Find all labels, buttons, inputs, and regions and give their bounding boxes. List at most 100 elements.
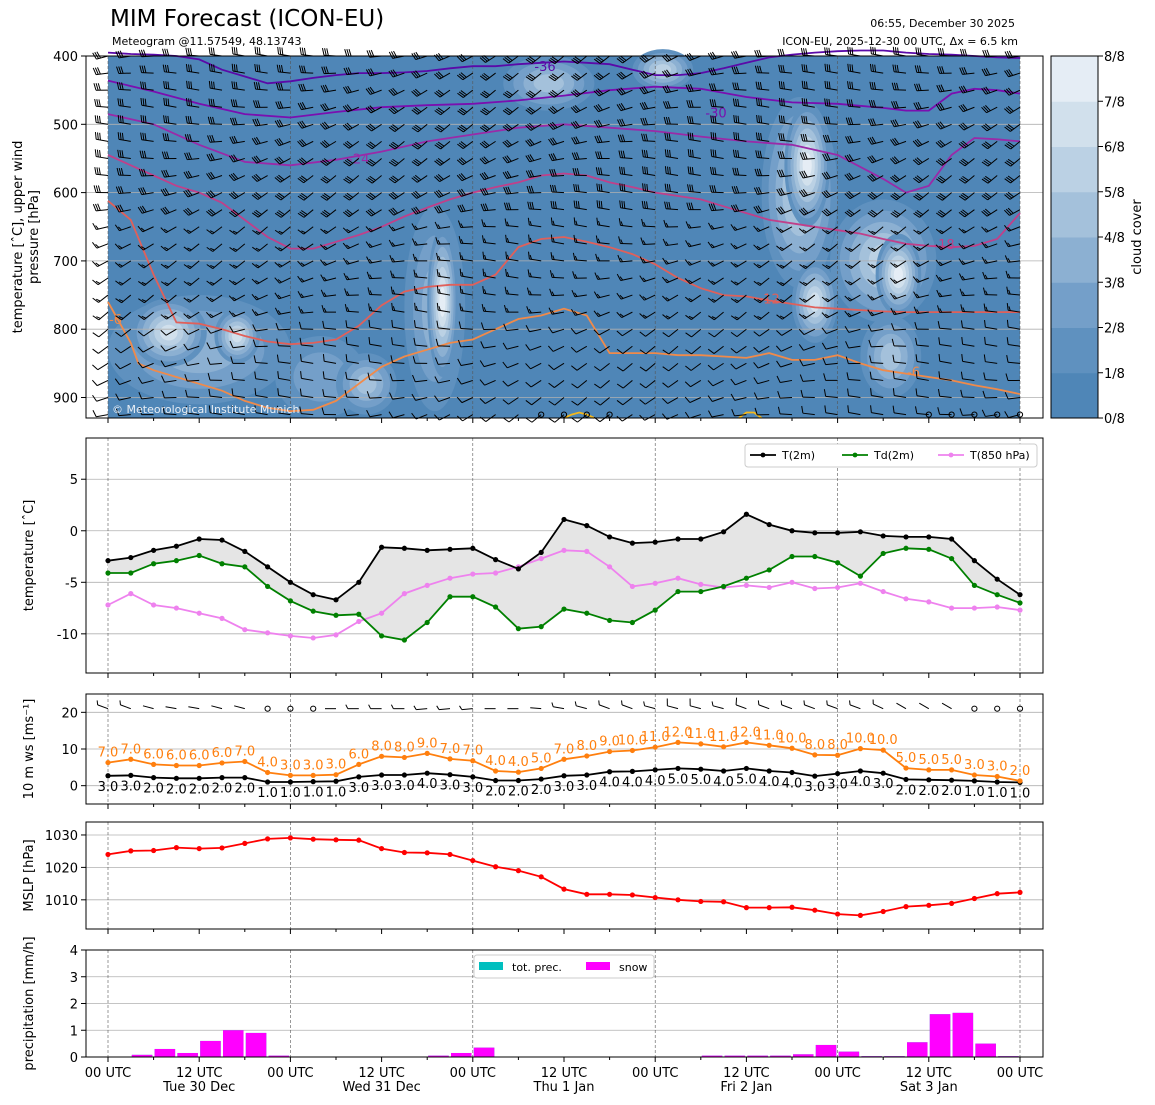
wind-barb-feather [735, 697, 738, 705]
wind-barb [484, 379, 496, 386]
data-label: 10.0 [846, 732, 875, 747]
wind-barb-feather [457, 358, 462, 366]
wind-barb-feather [711, 298, 717, 302]
wind-barb-feather [414, 256, 418, 262]
data-point [265, 836, 271, 842]
wind-barb-feather [504, 218, 507, 226]
wind-barb-feather [504, 156, 510, 163]
wind-barb [599, 704, 610, 710]
wind-barb-feather [686, 202, 690, 210]
wind-barb-feather [160, 281, 168, 287]
wind-barb-feather [783, 81, 785, 90]
data-label: 3.0 [987, 760, 1008, 775]
wind-barb-feather [735, 204, 740, 212]
data-point [698, 766, 704, 772]
wind-barb-feather [92, 67, 97, 75]
wind-barb-feather [209, 190, 216, 197]
wind-barb [187, 396, 200, 399]
wind-barb-feather [593, 291, 599, 299]
wind-barb-feather [434, 110, 441, 116]
wind-barb [668, 362, 679, 372]
wind-barb-feather [846, 173, 852, 180]
calm-wind-marker [971, 705, 978, 712]
wind-barb-feather [803, 115, 806, 124]
wind-barb-feather [366, 178, 373, 184]
wind-barb-feather [230, 99, 234, 107]
meteogram-location: Meteogram @11.57549, 48.13743 [112, 35, 302, 48]
data-label: 4.0 [713, 775, 734, 790]
wind-barb [916, 377, 929, 381]
wind-barb-feather [367, 372, 371, 380]
wind-barb-feather [94, 132, 97, 140]
wind-barb-feather [258, 47, 261, 55]
wind-barb-feather [780, 282, 785, 285]
wind-barb-feather [733, 186, 738, 194]
data-point [835, 584, 841, 591]
wind-barb-feather [666, 201, 669, 210]
wind-barb-feather [893, 279, 898, 283]
wind-barb-feather [461, 288, 464, 294]
wind-barb-feather [413, 125, 420, 131]
wind-barb-feather [366, 391, 371, 399]
wind-barb-feather [297, 195, 305, 201]
wind-barb-feather [118, 299, 124, 302]
wind-barb [735, 704, 747, 710]
wind-barb-feather [211, 64, 213, 72]
wind-barb-feather [114, 363, 121, 370]
data-point [743, 739, 750, 746]
wind-barb-feather [661, 276, 668, 284]
wind-barb-feather [804, 152, 808, 160]
wind-barb-feather [1004, 161, 1012, 167]
data-label: 10.0 [869, 733, 898, 748]
wind-barb-feather [593, 329, 600, 336]
wind-barb-feather [206, 280, 213, 286]
wind-barb-feather [984, 208, 992, 215]
data-point [219, 537, 225, 543]
wind-barb-feather [411, 53, 417, 60]
wind-barb-feather [190, 98, 193, 107]
wind-barb-feather [915, 388, 918, 396]
wind-barb [369, 379, 382, 381]
wind-barb-feather [437, 71, 444, 78]
wind-barb [120, 328, 132, 337]
wind-barb-feather [639, 331, 646, 337]
wind-barb-feather [733, 204, 738, 212]
wind-barb-feather [483, 156, 490, 163]
data-point [173, 543, 179, 549]
wind-barb-feather [618, 103, 624, 111]
wind-barb-feather [92, 297, 99, 303]
data-point [287, 598, 293, 604]
wind-barb [803, 345, 815, 351]
wind-barb-feather [365, 69, 371, 77]
wind-barb-feather [868, 339, 872, 348]
data-label: 3.0 [280, 758, 301, 773]
wind-barb-feather [595, 73, 602, 80]
wind-barb-feather [548, 59, 556, 65]
wind-barb-feather [388, 224, 394, 232]
wind-barb-feather [867, 246, 875, 252]
wind-barb-feather [278, 82, 282, 91]
data-point [652, 539, 658, 545]
wind-barb-feather [166, 151, 170, 159]
wind-barb-feather [821, 172, 827, 180]
wind-barb-feather [757, 700, 760, 705]
wind-barb-feather [365, 88, 371, 95]
wind-barb-feather [664, 132, 667, 141]
data-point [310, 772, 316, 779]
wind-barb-feather [571, 417, 578, 423]
wind-barb-feather [616, 292, 622, 300]
wind-barb-feather [323, 245, 328, 250]
wind-barb-feather [230, 173, 237, 180]
wind-barb-feather [232, 296, 237, 301]
wind-barb [508, 397, 519, 405]
wind-barb-feather [574, 274, 578, 279]
wind-barb-feather [117, 98, 120, 106]
wind-barb-feather [527, 57, 534, 63]
wind-barb-feather [981, 241, 987, 249]
wind-barb-feather [867, 175, 874, 182]
data-point [721, 899, 727, 905]
wind-barb-feather [527, 123, 534, 130]
data-label: 3.0 [804, 780, 825, 795]
data-point [698, 536, 704, 542]
